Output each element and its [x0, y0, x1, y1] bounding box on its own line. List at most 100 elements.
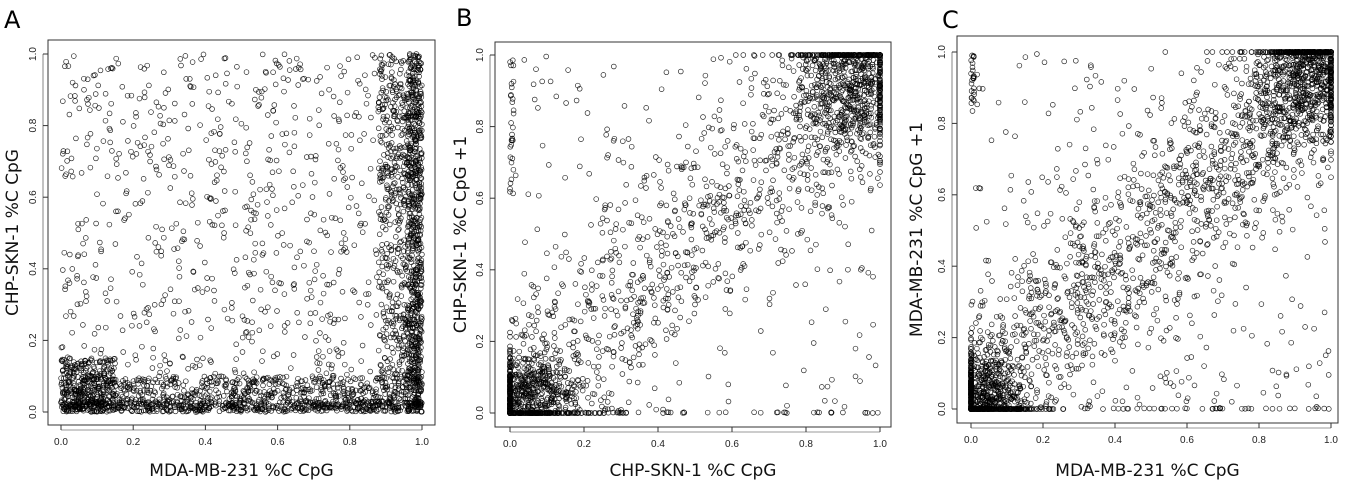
scatter-point [323, 370, 330, 377]
scatter-point [260, 348, 266, 354]
scatter-point [219, 153, 225, 159]
scatter-point [187, 76, 193, 82]
scatter-point [273, 119, 279, 126]
scatter-point [292, 114, 299, 121]
scatter-point [416, 333, 423, 340]
scatter-point [239, 334, 246, 341]
scatter-point [161, 352, 168, 358]
scatter-point [120, 349, 126, 355]
scatter-point [272, 287, 278, 294]
scatter-point [358, 358, 364, 364]
scatter-point [84, 76, 91, 83]
scatter-point [817, 128, 824, 135]
scatter-point [327, 386, 333, 393]
scatter-point [71, 53, 77, 59]
scatter-point [83, 217, 89, 223]
scatter-point [98, 248, 104, 255]
scatter-point [73, 135, 79, 142]
scatter-point [214, 172, 220, 178]
scatter-point [377, 66, 383, 72]
scatter-point [236, 380, 243, 387]
scatter-point [181, 111, 188, 118]
scatter-point [113, 298, 120, 305]
scatter-point [115, 208, 121, 215]
scatter-point [379, 248, 385, 255]
scatter-point [382, 196, 389, 203]
scatter-point [380, 106, 386, 112]
scatter-point [295, 193, 301, 199]
scatter-point [331, 113, 337, 119]
scatter-point [312, 268, 318, 274]
scatter-point [542, 356, 549, 362]
scatter-point [108, 276, 114, 282]
scatter-point [392, 164, 398, 171]
scatter-point [417, 259, 423, 266]
scatter-point [119, 327, 126, 334]
scatter-point [379, 242, 385, 248]
scatter-point [410, 109, 416, 115]
scatter-point [206, 88, 212, 95]
scatter-point [232, 188, 238, 195]
scatter-point [172, 173, 178, 180]
scatter-point [335, 116, 342, 123]
scatter-point [379, 380, 385, 386]
scatter-point [216, 408, 223, 415]
scatter-point [363, 291, 369, 297]
scatter-point [368, 322, 374, 328]
scatter-point [811, 141, 818, 147]
scatter-point [113, 161, 120, 167]
scatter-point [125, 138, 131, 144]
scatter-point [60, 98, 66, 104]
scatter-point [260, 250, 267, 256]
scatter-point [384, 184, 390, 190]
scatter-point [385, 205, 391, 211]
scatter-point [307, 310, 314, 317]
scatter-point [80, 240, 86, 247]
scatter-point [180, 228, 187, 235]
scatter-point [404, 329, 410, 336]
scatter-point [189, 101, 196, 107]
scatter-point [405, 96, 411, 102]
scatter-point [145, 305, 151, 311]
scatter-point [162, 90, 169, 96]
scatter-point [868, 102, 874, 109]
scatter-point [397, 155, 403, 161]
scatter-point [345, 204, 352, 211]
scatter-point [402, 159, 408, 166]
scatter-point [97, 67, 104, 74]
scatter-point [209, 275, 215, 282]
scatter-point [66, 111, 73, 118]
scatter-point [356, 114, 362, 120]
scatter-point [330, 372, 337, 379]
scatter-point [176, 258, 182, 264]
scatter-point [710, 279, 717, 285]
scatter-point [309, 194, 316, 200]
scatter-point [384, 255, 390, 262]
scatter-point [85, 101, 91, 107]
scatter-point [347, 378, 354, 385]
scatter-point [407, 78, 414, 84]
scatter-point [364, 383, 370, 390]
scatter-point [136, 271, 143, 278]
scatter-point [406, 155, 412, 162]
scatter-point [786, 64, 792, 71]
scatter-point [359, 375, 365, 381]
scatter-point [69, 173, 76, 180]
scatter-point [315, 375, 322, 382]
scatter-point [418, 266, 425, 272]
scatter-point [805, 143, 812, 150]
scatter-point [392, 148, 398, 155]
scatter-point [160, 390, 167, 397]
scatter-point [201, 373, 208, 380]
scatter-point [252, 240, 258, 247]
scatter-point [262, 309, 268, 315]
scatter-point [205, 395, 211, 401]
scatter-point [224, 315, 231, 322]
scatter-point [250, 297, 256, 304]
x-axis-title: MDA-MB-231 %C CpG [149, 461, 333, 481]
scatter-point [395, 211, 402, 218]
scatter-point [414, 67, 420, 73]
scatter-point [166, 117, 173, 124]
scatter-point [406, 324, 413, 331]
scatter-point [379, 285, 386, 292]
